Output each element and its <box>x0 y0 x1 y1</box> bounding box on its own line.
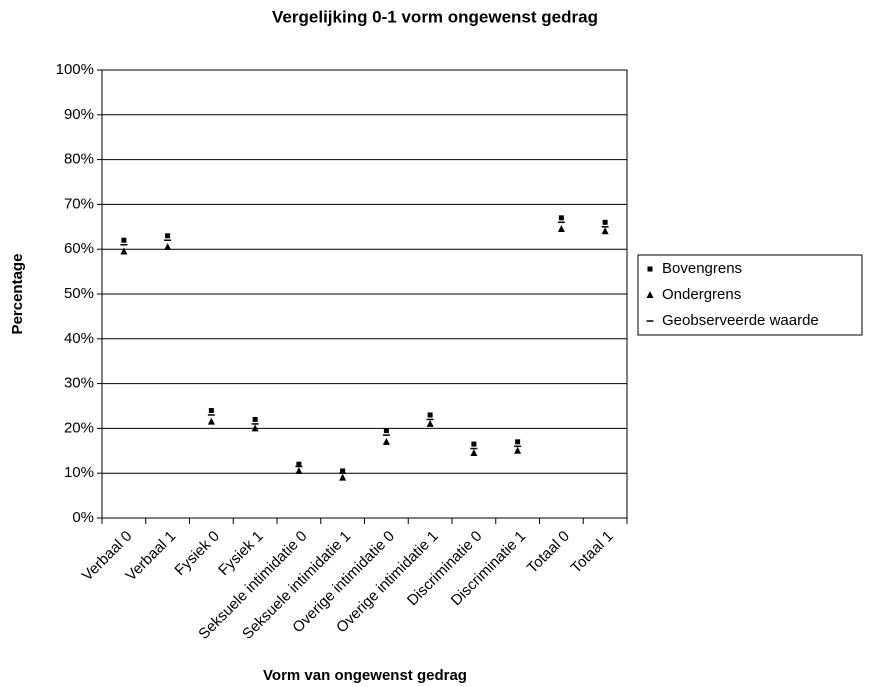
y-tick-label: 30% <box>64 375 94 392</box>
y-axis-label: Percentage <box>9 254 26 335</box>
y-tick-label: 0% <box>72 509 94 526</box>
chart-title: Vergelijking 0-1 vorm ongewenst gedrag <box>272 7 598 26</box>
y-tick-label: 60% <box>64 240 94 257</box>
marker-square <box>208 407 214 413</box>
marker-triangle <box>557 225 565 233</box>
legend-box <box>637 254 863 336</box>
marker-square <box>471 441 477 447</box>
marker-square <box>340 468 346 474</box>
marker-square <box>427 412 433 418</box>
legend-label: Geobserveerde waarde <box>662 312 819 329</box>
x-tick-label: Totaal 0 <box>524 528 573 577</box>
y-tick-label: 70% <box>64 195 94 212</box>
y-tick-label: 100% <box>56 61 94 78</box>
legend-marker <box>647 266 653 272</box>
marker-square <box>602 219 608 225</box>
y-tick-label: 50% <box>64 285 94 302</box>
x-axis-label: Vorm van ongewenst gedrag <box>263 667 467 684</box>
marker-square <box>165 233 171 239</box>
marker-square <box>515 439 521 445</box>
marker-square <box>252 416 258 422</box>
y-tick-label: 10% <box>64 464 94 481</box>
legend-label: Ondergrens <box>662 286 741 303</box>
marker-triangle <box>295 466 303 474</box>
x-tick-label: Totaal 1 <box>568 528 617 577</box>
marker-triangle <box>601 227 609 235</box>
marker-triangle <box>251 424 259 432</box>
x-tick-label: Fysiek 0 <box>171 528 223 580</box>
legend-label: Bovengrens <box>662 260 742 277</box>
marker-triangle <box>470 449 478 457</box>
marker-triangle <box>207 417 215 425</box>
marker-square <box>558 215 564 221</box>
marker-triangle <box>426 419 434 427</box>
marker-triangle <box>339 473 347 481</box>
marker-square <box>121 237 127 243</box>
marker-triangle <box>514 446 522 454</box>
y-tick-label: 40% <box>64 330 94 347</box>
y-tick-label: 20% <box>64 419 94 436</box>
marker-triangle <box>164 242 172 250</box>
marker-triangle <box>120 247 128 255</box>
y-tick-label: 80% <box>64 151 94 168</box>
marker-triangle <box>382 437 390 445</box>
marker-square <box>383 428 389 434</box>
marker-square <box>296 461 302 467</box>
y-tick-label: 90% <box>64 106 94 123</box>
legend-marker <box>646 291 654 298</box>
